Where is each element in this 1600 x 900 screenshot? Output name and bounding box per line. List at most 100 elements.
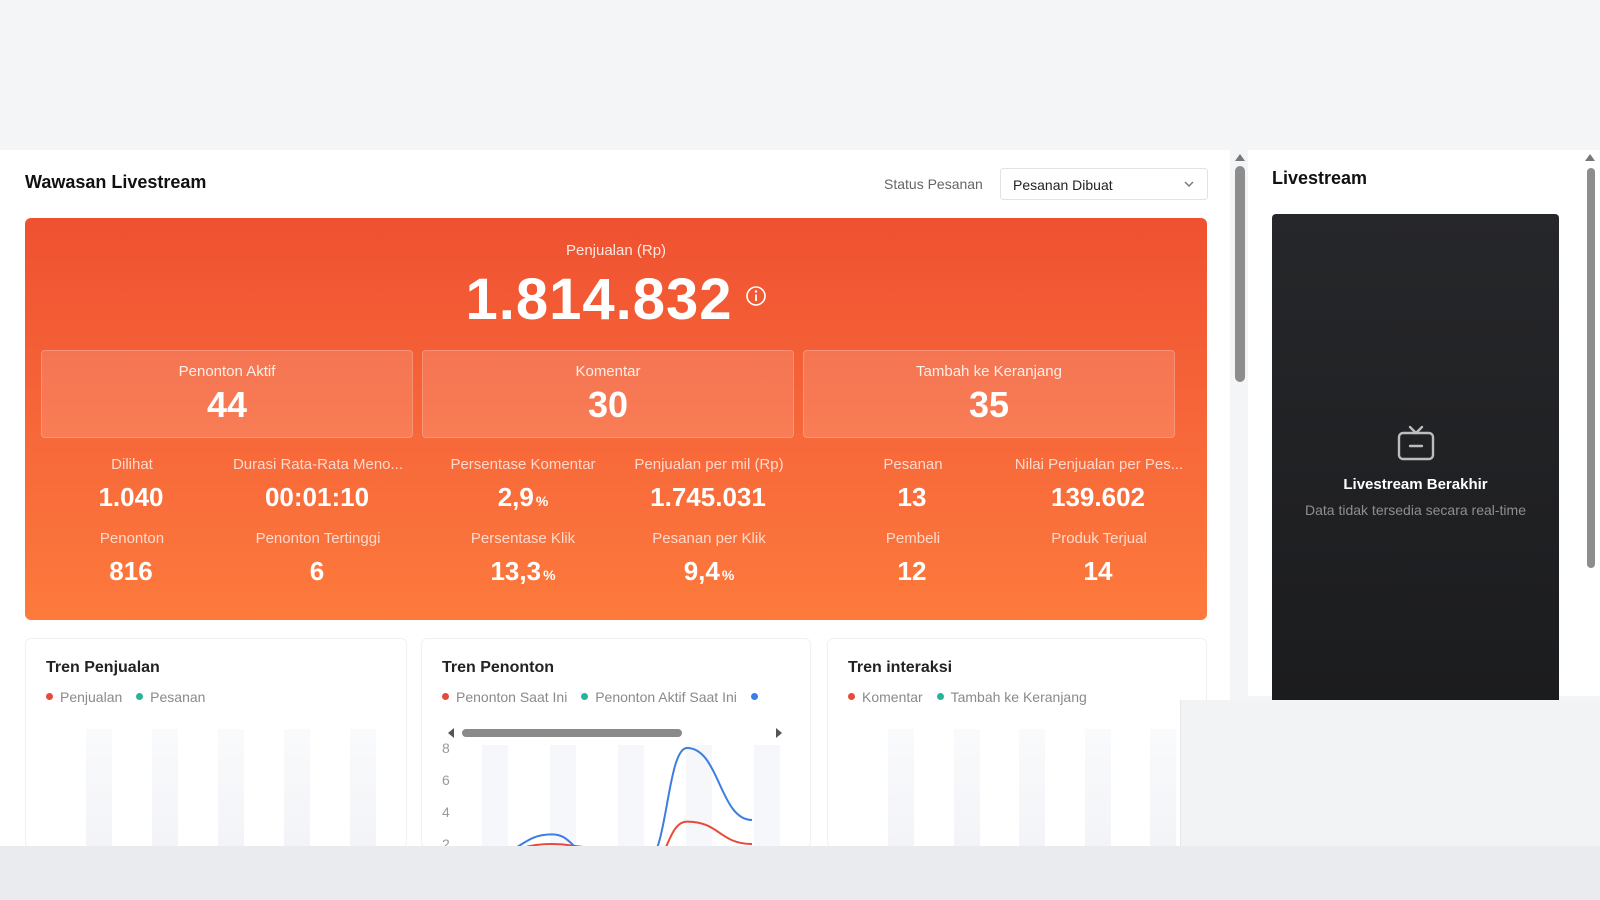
metric-viewers: Penonton 816: [39, 530, 225, 587]
sales-summary-card: Penjualan (Rp) 1.814.832 Penonton Aktif …: [25, 218, 1207, 620]
viewer-trend-card: Tren Penonton Penonton Saat Ini Penonton…: [421, 638, 811, 848]
kpi-label: Penonton Aktif: [178, 363, 276, 380]
info-icon[interactable]: [745, 285, 767, 307]
metric-label: Penonton Tertinggi: [255, 530, 381, 547]
metric-products-sold: Produk Terjual 14: [1006, 530, 1192, 587]
metric-value: 13: [897, 482, 927, 512]
metric-views: Dilihat 1.040: [39, 456, 225, 513]
kpi-value: 44: [206, 384, 248, 425]
metric-sales-per-mille: Penjualan per mil (Rp) 1.745.031: [616, 456, 802, 513]
metric-value: 00:01:10: [264, 482, 370, 512]
sales-value-row: 1.814.832: [25, 266, 1207, 333]
metric-value: 13,3%: [490, 556, 556, 586]
trend-title: Tren Penonton: [442, 659, 554, 676]
metric-avg-watch-duration: Durasi Rata-Rata Meno... 00:01:10: [225, 456, 411, 513]
interaction-trend-card: Tren interaksi Komentar Tambah ke Keranj…: [827, 638, 1207, 848]
chart-scroll-right-icon: [776, 728, 782, 738]
livestream-insights-panel: Wawasan Livestream Status Pesanan Pesana…: [0, 150, 1230, 848]
metric-sales-per-order: Nilai Penjualan per Pes... 139.602: [1006, 456, 1192, 513]
metric-label: Penjualan per mil (Rp): [634, 456, 784, 473]
metric-orders-per-click: Pesanan per Klik 9,4%: [616, 530, 802, 587]
series-line: [521, 820, 753, 847]
metric-label: Persentase Komentar: [450, 456, 596, 473]
metric-value: 1.040: [98, 482, 164, 512]
page-title: Wawasan Livestream: [25, 172, 207, 192]
chart-legend: Penonton Saat Ini Penonton Aktif Saat In…: [442, 689, 775, 705]
legend-item[interactable]: Penonton Aktif Saat Ini: [581, 689, 737, 705]
chart-scroll-thumb[interactable]: [462, 729, 682, 737]
legend-item[interactable]: Penonton Saat Ini: [442, 689, 567, 705]
legend-item[interactable]: Tambah ke Keranjang: [936, 689, 1087, 705]
metric-label: Produk Terjual: [1051, 530, 1147, 547]
metric-buyers: Pembeli 12: [820, 530, 1006, 587]
main-scrollbar-thumb[interactable]: [1235, 166, 1245, 382]
metric-label: Penonton: [99, 530, 165, 547]
metric-label: Pembeli: [885, 530, 941, 547]
kpi-active-viewers: Penonton Aktif 44: [41, 350, 413, 438]
y-tick-label: 8: [442, 740, 450, 756]
kpi-add-to-cart: Tambah ke Keranjang 35: [803, 350, 1175, 438]
livestream-side-panel: Livestream Livestream Berakhir Data tida…: [1248, 150, 1600, 704]
overlay-panel: [1180, 700, 1600, 846]
legend-item[interactable]: Pesanan: [136, 689, 205, 705]
chevron-down-icon: [1184, 181, 1194, 187]
livestream-ended-title: Livestream Berakhir: [1343, 476, 1488, 493]
side-title: Livestream: [1272, 168, 1368, 188]
metric-value: 139.602: [1051, 482, 1145, 512]
metric-label: Persentase Klik: [470, 530, 576, 547]
kpi-label: Komentar: [575, 363, 641, 380]
side-scrollbar-thumb[interactable]: [1587, 168, 1595, 568]
metric-value: 816: [109, 556, 153, 586]
trend-title: Tren Penjualan: [46, 659, 160, 676]
order-status-dropdown[interactable]: Pesanan Dibuat: [1000, 168, 1208, 200]
chart-column-band: [754, 745, 780, 847]
livestream-ended-subtitle: Data tidak tersedia secara real-time: [1305, 502, 1526, 518]
kpi-comments: Komentar 30: [422, 350, 794, 438]
order-status-value: Pesanan Dibuat: [1013, 177, 1113, 193]
scroll-up-arrow[interactable]: [1585, 154, 1595, 161]
sales-value: 1.814.832: [465, 267, 733, 332]
series-line: [515, 746, 753, 847]
y-tick-label: 2: [442, 836, 450, 848]
legend-item[interactable]: [750, 689, 765, 705]
y-tick-label: 4: [442, 804, 450, 820]
y-tick-label: 6: [442, 772, 450, 788]
bottom-area: [0, 846, 1600, 900]
trend-title: Tren interaksi: [848, 659, 953, 676]
chart-column-band: [482, 745, 508, 847]
chart-placeholder-bars: [888, 729, 1176, 847]
sales-trend-card: Tren Penjualan Penjualan Pesanan: [25, 638, 407, 848]
tv-icon: [1397, 425, 1435, 461]
chart-legend: Penjualan Pesanan: [46, 689, 215, 705]
metric-label: Durasi Rata-Rata Meno...: [232, 456, 404, 473]
chart-column-band: [550, 745, 576, 847]
metric-peak-viewers: Penonton Tertinggi 6: [225, 530, 411, 587]
legend-item[interactable]: Penjualan: [46, 689, 122, 705]
kpi-value: 30: [587, 384, 629, 425]
sales-label: Penjualan (Rp): [565, 242, 667, 259]
metric-value: 6: [309, 556, 325, 586]
kpi-value: 35: [968, 384, 1010, 425]
metric-label: Pesanan per Klik: [652, 530, 766, 547]
metric-comment-rate: Persentase Komentar 2,9%: [430, 456, 616, 513]
legend-item[interactable]: Komentar: [848, 689, 923, 705]
viewer-trend-chart: 2 4 6 8: [442, 728, 782, 848]
kpi-label: Tambah ke Keranjang: [916, 363, 1062, 380]
chart-column-band: [618, 745, 644, 847]
chart-placeholder-bars: [86, 729, 376, 847]
metric-orders: Pesanan 13: [820, 456, 1006, 513]
metric-value: 14: [1083, 556, 1113, 586]
scroll-up-arrow[interactable]: [1235, 154, 1245, 161]
chart-legend: Komentar Tambah ke Keranjang: [848, 689, 1097, 705]
metric-label: Dilihat: [111, 456, 153, 473]
metric-label: Pesanan: [883, 456, 943, 473]
order-status-label: Status Pesanan: [884, 176, 983, 192]
metric-value: 9,4%: [683, 556, 735, 586]
livestream-video-player[interactable]: Livestream Berakhir Data tidak tersedia …: [1272, 214, 1559, 704]
metric-value: 2,9%: [497, 482, 549, 512]
metric-label: Nilai Penjualan per Pes...: [1014, 456, 1184, 473]
metric-value: 1.745.031: [650, 482, 766, 512]
metric-click-rate: Persentase Klik 13,3%: [430, 530, 616, 587]
metric-value: 12: [897, 556, 927, 586]
chart-scroll-left-icon: [448, 728, 454, 738]
